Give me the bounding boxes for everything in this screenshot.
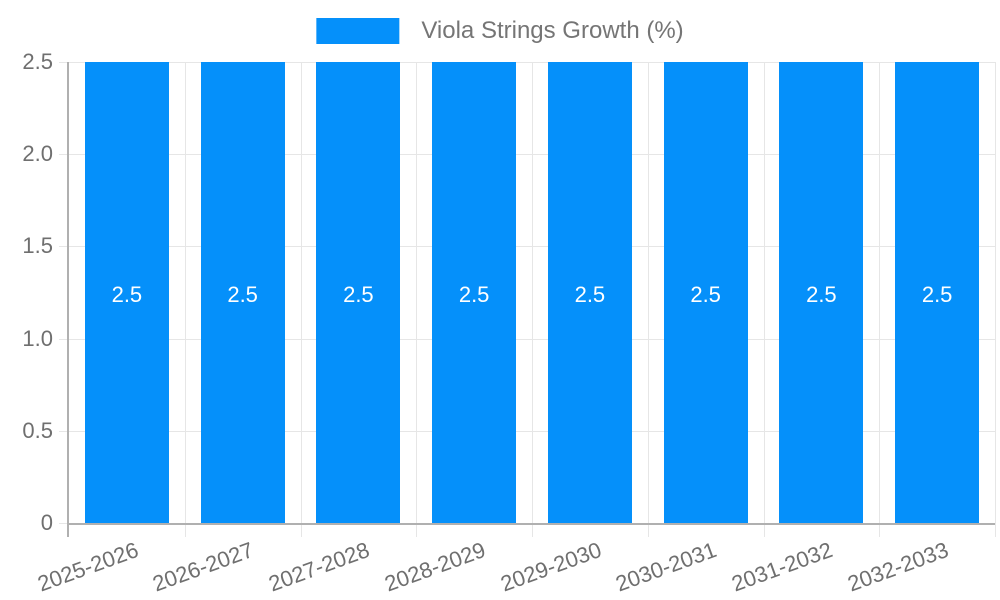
x-tick-label: 2032-2033 [844,537,952,597]
y-gridline [59,246,995,248]
y-gridline [59,430,995,432]
bar [84,62,169,523]
bar [663,62,748,523]
bar [547,62,632,523]
bar-value-label: 2.5 [227,281,258,307]
bar-value-label: 2.5 [343,281,374,307]
y-gridline [59,154,995,156]
x-gridline [184,62,186,537]
y-tick-label: 1.5 [22,233,53,259]
x-gridline [647,62,649,537]
x-tick-label: 2026-2027 [149,537,258,597]
bar [895,62,980,523]
bar [779,62,864,523]
legend-item[interactable]: Viola Strings Growth (%) [316,17,684,45]
bar-value-label: 2.5 [806,281,837,307]
y-gridline [59,338,995,340]
bar-value-label: 2.5 [458,281,490,307]
x-gridline [995,62,996,537]
y-tick-label: 0.5 [22,417,53,443]
bar-value-label: 2.5 [690,281,721,307]
x-tick-label: 2028-2029 [381,537,489,597]
x-tick-label: 2029-2030 [497,537,605,597]
bar [432,62,517,523]
y-tick-label: 2.0 [22,141,53,167]
bar [316,62,401,523]
y-tick-label: 2.5 [22,49,53,74]
bar-value-label: 2.5 [111,281,143,307]
x-gridline [532,62,533,537]
x-gridline [879,62,881,537]
legend-label: Viola Strings Growth (%) [421,17,684,44]
y-tick-label: 0 [40,510,53,535]
bar [200,62,285,523]
x-tick-label: 2027-2028 [265,537,373,597]
x-tick-label: 2030-2031 [612,537,721,597]
x-gridline [763,62,765,537]
x-axis-line [67,523,995,525]
x-gridline [416,62,418,537]
x-tick-label: 2031-2032 [728,537,836,597]
y-axis-line [67,62,69,537]
bar-value-label: 2.5 [574,281,606,307]
y-gridline [59,62,995,63]
x-tick-label: 2025-2026 [34,537,142,597]
bar-value-label: 2.5 [921,281,953,307]
legend-swatch [316,18,400,44]
y-tick-label: 1.0 [22,325,53,351]
x-gridline [300,62,302,537]
